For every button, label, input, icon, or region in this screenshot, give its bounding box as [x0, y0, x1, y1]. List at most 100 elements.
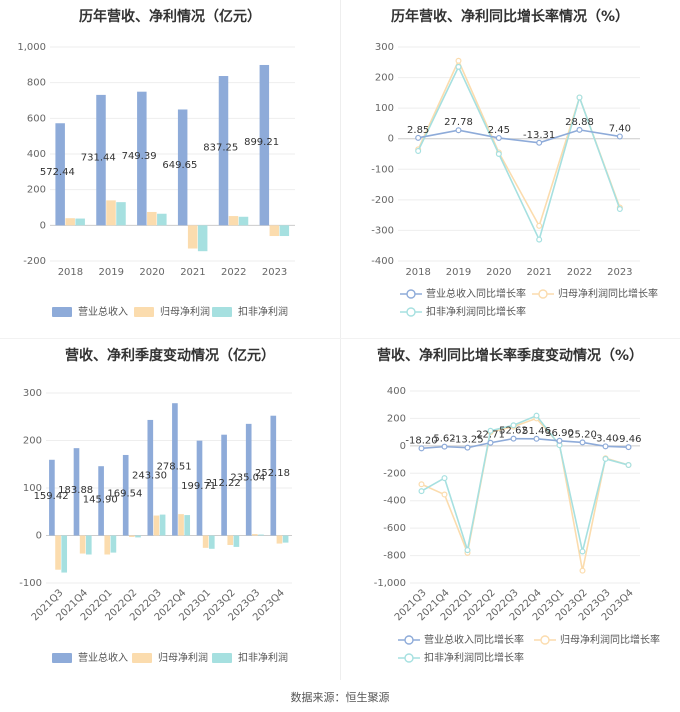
chart-title: 历年营收、净利同比增长率情况（%）: [391, 8, 629, 25]
series-point-deducted-profit: [487, 427, 494, 434]
series-point-revenue: [536, 139, 543, 146]
data-label: 899.21: [244, 137, 279, 148]
y-tick-label: -600: [383, 523, 406, 534]
chart-title: 历年营收、净利情况（亿元）: [79, 8, 261, 25]
data-label: -13.25: [451, 435, 483, 446]
y-tick-label: -100: [371, 164, 394, 175]
circle-line-icon: [406, 289, 416, 299]
bar-net-profit: [228, 216, 239, 226]
x-tick-label: 2021: [180, 267, 205, 278]
chart-title: 营收、净利同比增长率季度变动情况（%）: [377, 347, 643, 364]
vertical-divider: [340, 0, 341, 680]
bar-net-profit: [79, 535, 86, 554]
y-tick-label: 400: [387, 386, 406, 397]
y-tick-label: -300: [371, 225, 394, 236]
series-point-deducted-profit: [576, 94, 583, 101]
bar-net-profit: [106, 200, 116, 226]
x-tick-label: 2018: [405, 267, 430, 278]
y-tick-label: 200: [375, 73, 394, 84]
series-point-revenue: [455, 127, 462, 134]
series-point-revenue: [602, 443, 609, 450]
data-label: 837.25: [203, 143, 238, 154]
x-tick-label: 2022: [567, 267, 592, 278]
series-line-revenue: [418, 129, 620, 144]
bar-deducted-profit: [238, 216, 249, 226]
bar-deducted-profit: [75, 218, 85, 226]
series-line-revenue: [421, 437, 629, 450]
data-label: 235.04: [230, 472, 265, 483]
chart-title: 营收、净利季度变动情况（亿元）: [65, 347, 275, 364]
series-point-revenue: [576, 126, 583, 133]
y-tick-label: -100: [19, 578, 42, 589]
bar-revenue: [177, 109, 188, 226]
series-point-revenue: [415, 134, 422, 141]
legend-item-net-profit: 归母净利润同比增长率: [532, 287, 658, 300]
legend-label: 扣非净利润同比增长率: [426, 305, 526, 318]
bar-revenue: [73, 448, 80, 536]
bar-revenue: [96, 94, 106, 226]
data-label: 169.54: [107, 489, 142, 500]
series-point-revenue: [533, 435, 540, 442]
series-point-deducted-profit: [441, 475, 448, 482]
y-tick-label: 100: [23, 483, 42, 494]
legend-label: 营业总收入: [78, 651, 128, 664]
bar-revenue: [270, 415, 277, 536]
y-tick-label: 0: [36, 531, 42, 542]
y-tick-label: 0: [400, 441, 406, 452]
bar-net-profit: [104, 535, 111, 555]
bar-net-profit: [147, 211, 157, 226]
series-point-net-profit: [536, 222, 543, 229]
quarter-amount-svg: 营收、净利季度变动情况（亿元）-10001002003002021Q32021Q…: [19, 347, 292, 664]
legend-item-net-profit: 归母净利润: [132, 651, 208, 664]
series-point-deducted-profit: [464, 547, 471, 554]
circle-line-icon: [540, 635, 550, 645]
data-label: -18.20: [405, 435, 437, 446]
series-point-deducted-profit: [495, 151, 502, 158]
data-label: 183.88: [58, 485, 93, 496]
legend-label: 扣非净利润: [238, 305, 288, 318]
legend-item-revenue: 营业总收入同比增长率: [400, 287, 526, 300]
y-tick-label: 1,000: [17, 42, 46, 53]
y-tick-label: 600: [27, 113, 46, 124]
y-tick-label: 100: [375, 103, 394, 114]
legend-label: 归母净利润: [160, 305, 210, 318]
annual-growth-chart: 历年营收、净利同比增长率情况（%） -400 -300 -200 -100 0 100 200…: [340, 0, 680, 340]
x-tick-label: 2020: [486, 267, 511, 278]
legend-item-revenue: 营业总收入同比增长率: [398, 633, 524, 646]
y-tick-label: 400: [27, 149, 46, 160]
y-tick-label: -200: [23, 256, 46, 267]
y-tick-label: 200: [387, 413, 406, 424]
quarter-amount-chart: 营收、净利季度变动情况（亿元） -100 0 100 200 300 2021Q3 2021Q…: [0, 340, 340, 685]
circle-line-icon: [406, 307, 416, 317]
series-point-revenue: [464, 444, 471, 451]
series-point-deducted-profit: [510, 422, 517, 429]
legend-label: 扣非净利润同比增长率: [424, 651, 524, 664]
y-tick-label: 200: [23, 436, 42, 447]
bar-deducted-profit: [135, 535, 141, 538]
y-tick-label: -200: [383, 468, 406, 479]
legend-label: 营业总收入同比增长率: [424, 633, 524, 646]
x-tick-label: 2020: [139, 267, 164, 278]
series-point-deducted-profit: [418, 488, 425, 495]
data-label: 159.42: [34, 491, 69, 502]
series-point-deducted-profit: [616, 206, 623, 213]
series-point-revenue: [487, 439, 494, 446]
x-tick-label: 2021: [526, 267, 551, 278]
y-tick-label: -400: [371, 256, 394, 267]
bar-deducted-profit: [116, 202, 126, 226]
bar-revenue: [55, 123, 65, 226]
legend-item-net-profit: 归母净利润同比增长率: [534, 633, 660, 646]
legend-item-revenue: 营业总收入: [52, 651, 128, 664]
data-label: 2.45: [488, 125, 510, 136]
bar-net-profit: [178, 514, 184, 536]
bar-revenue: [137, 91, 147, 226]
series-line-net-profit: [417, 58, 621, 228]
legend-label: 营业总收入: [78, 305, 128, 318]
bar-deducted-profit: [282, 535, 289, 543]
data-label: -9.46: [616, 434, 642, 445]
data-label: 2.85: [407, 125, 429, 136]
legend-label: 归母净利润同比增长率: [558, 287, 658, 300]
annual-amount-chart: 历年营收、净利情况（亿元） -200 0 200 400 600 800 1,000 2018 2…: [0, 0, 340, 340]
data-label: -13.31: [523, 130, 555, 141]
series-point-revenue: [510, 435, 517, 442]
